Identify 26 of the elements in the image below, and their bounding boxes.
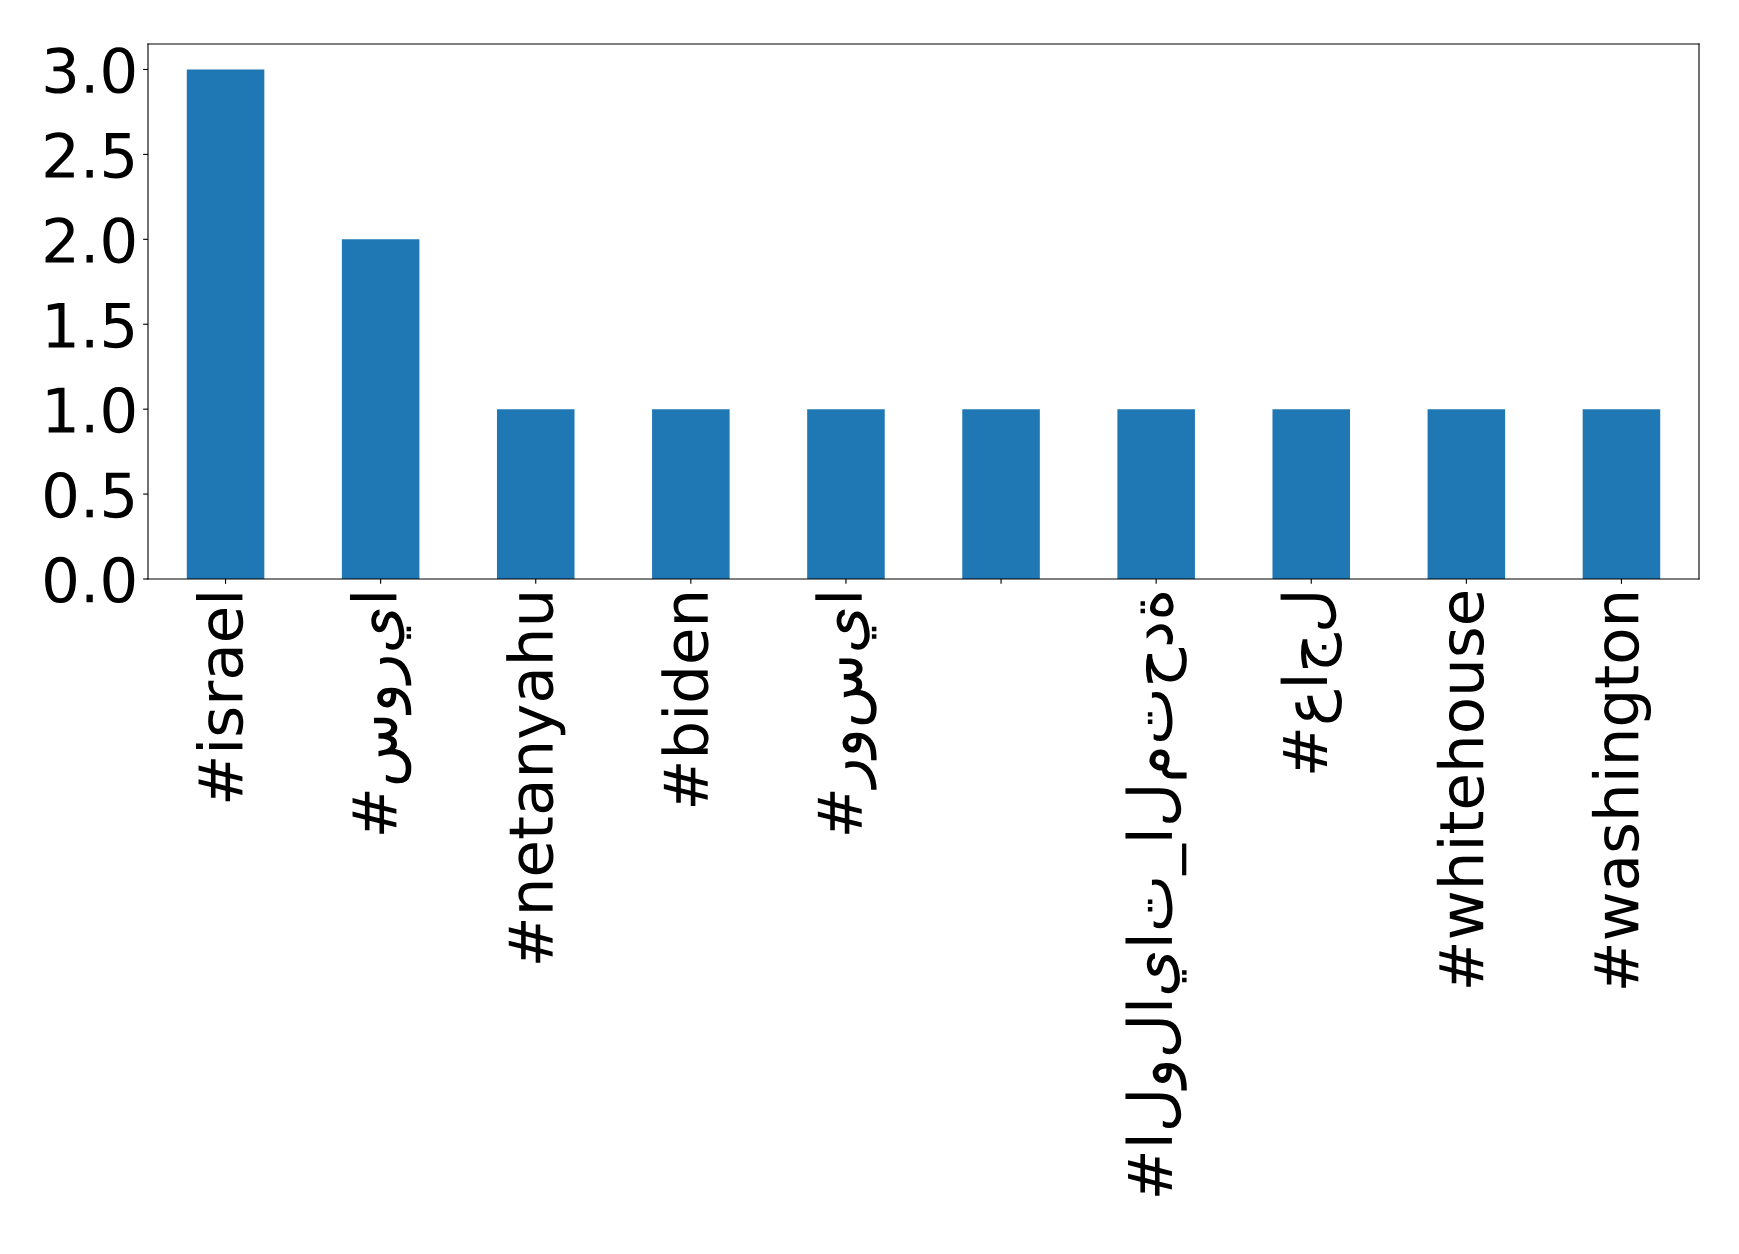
y-tick-label: 2.0	[45, 217, 135, 264]
y-tick-label: 0.5	[45, 471, 133, 519]
x-tick-label: #israel	[195, 594, 244, 802]
bar	[807, 409, 885, 579]
x-tick-label: #whitehouse	[1436, 591, 1485, 987]
y-tick-label: 0.0	[45, 556, 135, 604]
bar	[496, 409, 575, 579]
x-tick-label: #روسيا	[815, 594, 877, 834]
y-tick-label: 1.5	[47, 302, 133, 349]
bar	[1117, 409, 1195, 579]
x-tick-label: #biden	[661, 593, 709, 807]
x-tick-label: #الولايات_المتحدة	[1125, 593, 1187, 1196]
bar	[962, 409, 1040, 579]
bar	[186, 69, 265, 579]
bar	[1272, 409, 1351, 579]
y-tick-label: 3.0	[45, 47, 135, 94]
x-tick-label: #netanyahu	[506, 594, 566, 963]
x-tick-label: #سوريا	[349, 594, 412, 834]
bar	[341, 239, 420, 579]
x-tick-label: #washington	[1591, 593, 1652, 988]
y-tick-label: 1.0	[47, 387, 135, 434]
bar	[1427, 409, 1506, 579]
bar	[1582, 409, 1661, 579]
x-tick-label: #عاجل	[1280, 594, 1342, 773]
y-tick-label: 2.5	[45, 132, 133, 179]
bar	[652, 409, 730, 579]
